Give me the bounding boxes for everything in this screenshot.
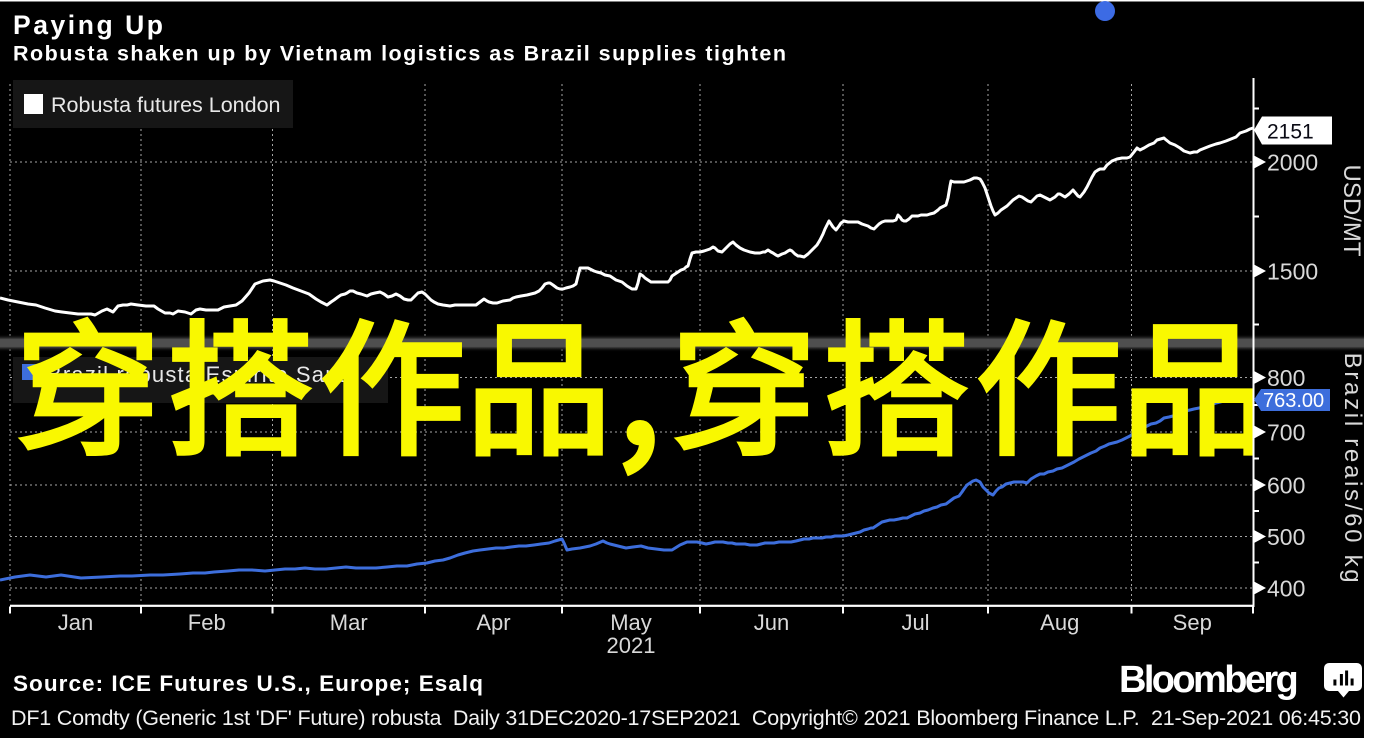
- svg-text:400: 400: [1267, 575, 1305, 601]
- svg-text:800: 800: [1267, 365, 1305, 391]
- svg-text:Robusta shaken up by Vietnam l: Robusta shaken up by Vietnam logistics a…: [13, 42, 788, 66]
- svg-text:Feb: Feb: [188, 610, 226, 635]
- svg-text:Jun: Jun: [754, 610, 789, 635]
- svg-text:2021: 2021: [607, 633, 656, 658]
- svg-text:Brazil reais/60 kg: Brazil reais/60 kg: [1339, 353, 1366, 586]
- svg-text:500: 500: [1267, 524, 1305, 550]
- svg-text:Mar: Mar: [330, 610, 368, 635]
- svg-text:USD/MT: USD/MT: [1338, 165, 1365, 257]
- svg-text:DF1 Comdty (Generic 1st 'DF' F: DF1 Comdty (Generic 1st 'DF' Future) rob…: [11, 706, 1361, 730]
- svg-text:Sep: Sep: [1173, 610, 1212, 635]
- svg-text:Paying Up: Paying Up: [13, 10, 166, 40]
- svg-text:2151: 2151: [1267, 121, 1314, 144]
- svg-text:Robusta futures London: Robusta futures London: [51, 93, 281, 117]
- svg-text:Jul: Jul: [901, 610, 929, 635]
- svg-text:763.00: 763.00: [1263, 390, 1324, 412]
- svg-text:2000: 2000: [1267, 149, 1318, 175]
- svg-text:Bloomberg: Bloomberg: [1119, 659, 1297, 701]
- svg-text:600: 600: [1267, 472, 1305, 498]
- svg-text:Jan: Jan: [58, 610, 93, 635]
- svg-text:Apr: Apr: [476, 610, 510, 635]
- svg-text:Aug: Aug: [1040, 610, 1079, 635]
- svg-text:1500: 1500: [1267, 258, 1318, 284]
- svg-text:May: May: [610, 610, 652, 635]
- svg-text:700: 700: [1267, 419, 1305, 445]
- svg-text:Source: ICE Futures U.S., Euro: Source: ICE Futures U.S., Europe; Esalq: [13, 671, 484, 696]
